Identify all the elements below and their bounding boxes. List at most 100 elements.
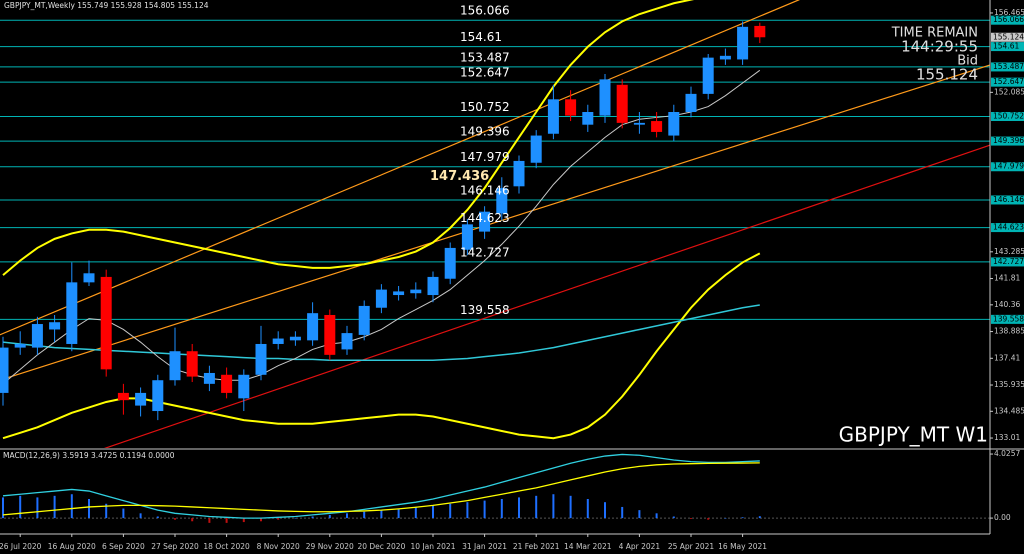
candle-body [616,84,628,123]
indicator-line [2,69,761,385]
macd-bar [432,505,434,519]
y-tick-label: 137.41 [994,353,1020,362]
macd-bar [655,513,658,519]
candle-body [547,99,559,134]
macd-bar [2,497,4,519]
level-label: 147.979 [460,150,510,164]
macd-bar [380,510,383,519]
x-tick-label: 8 Nov 2020 [257,542,300,551]
macd-bar [328,514,331,519]
candle-body [14,343,26,348]
bid-label: Bid [957,54,978,69]
macd-bar [466,502,469,519]
indicator-line [2,0,695,276]
level-tag [991,162,1024,172]
trendline [103,144,990,448]
macd-bar [690,518,692,519]
candle-body [582,112,594,125]
candle-body [461,224,473,250]
macd-bar [53,495,56,519]
candle-body [117,392,129,401]
chart-title: GBPJPY_MT,Weekly 155.749 155.928 154.805… [4,1,209,10]
candle-body [135,392,147,406]
candle-body [651,121,663,132]
level-tag-label: 147.979 [993,162,1024,171]
macd-bar [260,518,262,522]
candle-body [513,160,525,187]
level-label: 144.623 [460,211,510,225]
level-tag-label: 149.396 [993,136,1024,145]
level-tag [991,195,1024,205]
y-tick-label: 152.085 [994,87,1024,96]
level-tag-label: 142.727 [993,257,1024,266]
macd-bar [156,516,159,519]
macd-bar [19,495,22,519]
level-label: 146.146 [460,183,510,197]
candle-body [152,380,164,412]
macd-bar [311,516,314,519]
candle-body [444,247,456,279]
candle-body [341,333,353,350]
candle-body [169,351,181,381]
y-tick-label: 134.485 [994,406,1024,415]
candle-body [221,374,233,393]
macd-bar [105,503,108,519]
candle-body [530,135,542,163]
trendline [0,64,990,381]
candle-body [565,99,577,116]
annotation: 147.436 [430,169,489,184]
macd-bar [741,517,744,519]
candle-body [496,188,508,214]
candle-body [238,374,250,399]
macd-line [2,462,760,516]
candle-body [186,351,198,377]
candle-body [668,112,680,136]
macd-line [2,453,760,519]
level-tag [991,223,1024,233]
macd-bar [294,518,297,519]
level-label: 153.487 [460,50,510,64]
candle-body [49,322,61,330]
level-tag-label: 146.146 [993,195,1024,204]
macd-bar [672,516,675,519]
x-tick-label: 10 Jan 2021 [411,542,456,551]
y-tick-label: 135.935 [994,380,1024,389]
level-tag-label: 150.752 [993,111,1024,120]
macd-tick-label: 0.00 [994,513,1011,522]
x-tick-label: 26 Jul 2020 [0,542,42,551]
macd-bar [483,500,486,519]
level-tag-label: 154.61 [993,42,1019,51]
level-tag-label: 153.487 [993,62,1024,71]
macd-bar [88,499,90,519]
macd-bar [363,511,366,519]
candle-body [410,289,422,294]
macd-bar [586,499,589,519]
candle-body [599,79,611,116]
x-tick-label: 27 Sep 2020 [151,542,199,551]
macd-bar [638,510,641,519]
candle-body [479,211,491,232]
level-tag-label: 144.623 [993,223,1024,232]
macd-title: MACD(12,26,9) 3.5919 3.4725 0.1194 0.000… [3,451,175,460]
candle-body [272,338,284,344]
level-tag-label: 152.647 [993,77,1024,86]
candle-body [633,122,645,125]
level-label: 142.727 [460,245,510,259]
x-tick-label: 6 Sep 2020 [102,542,145,551]
level-label: 139.558 [460,303,510,317]
y-tick-label: 156.465 [994,8,1024,17]
macd-bar [621,506,624,519]
macd-bar [139,513,142,519]
overlay: 133.01 134.485 135.935 137.41 138.885 140.36 1… [0,4,1024,551]
x-tick-label: 4 Apr 2021 [619,542,661,551]
candle-body [307,313,319,341]
candle-body [31,324,43,348]
x-tick-label: 16 Aug 2020 [48,542,96,551]
level-tag [991,257,1024,267]
price-tag [991,32,1024,42]
candle-body [685,93,697,112]
level-tag [991,314,1024,324]
macd-bar [414,506,417,519]
